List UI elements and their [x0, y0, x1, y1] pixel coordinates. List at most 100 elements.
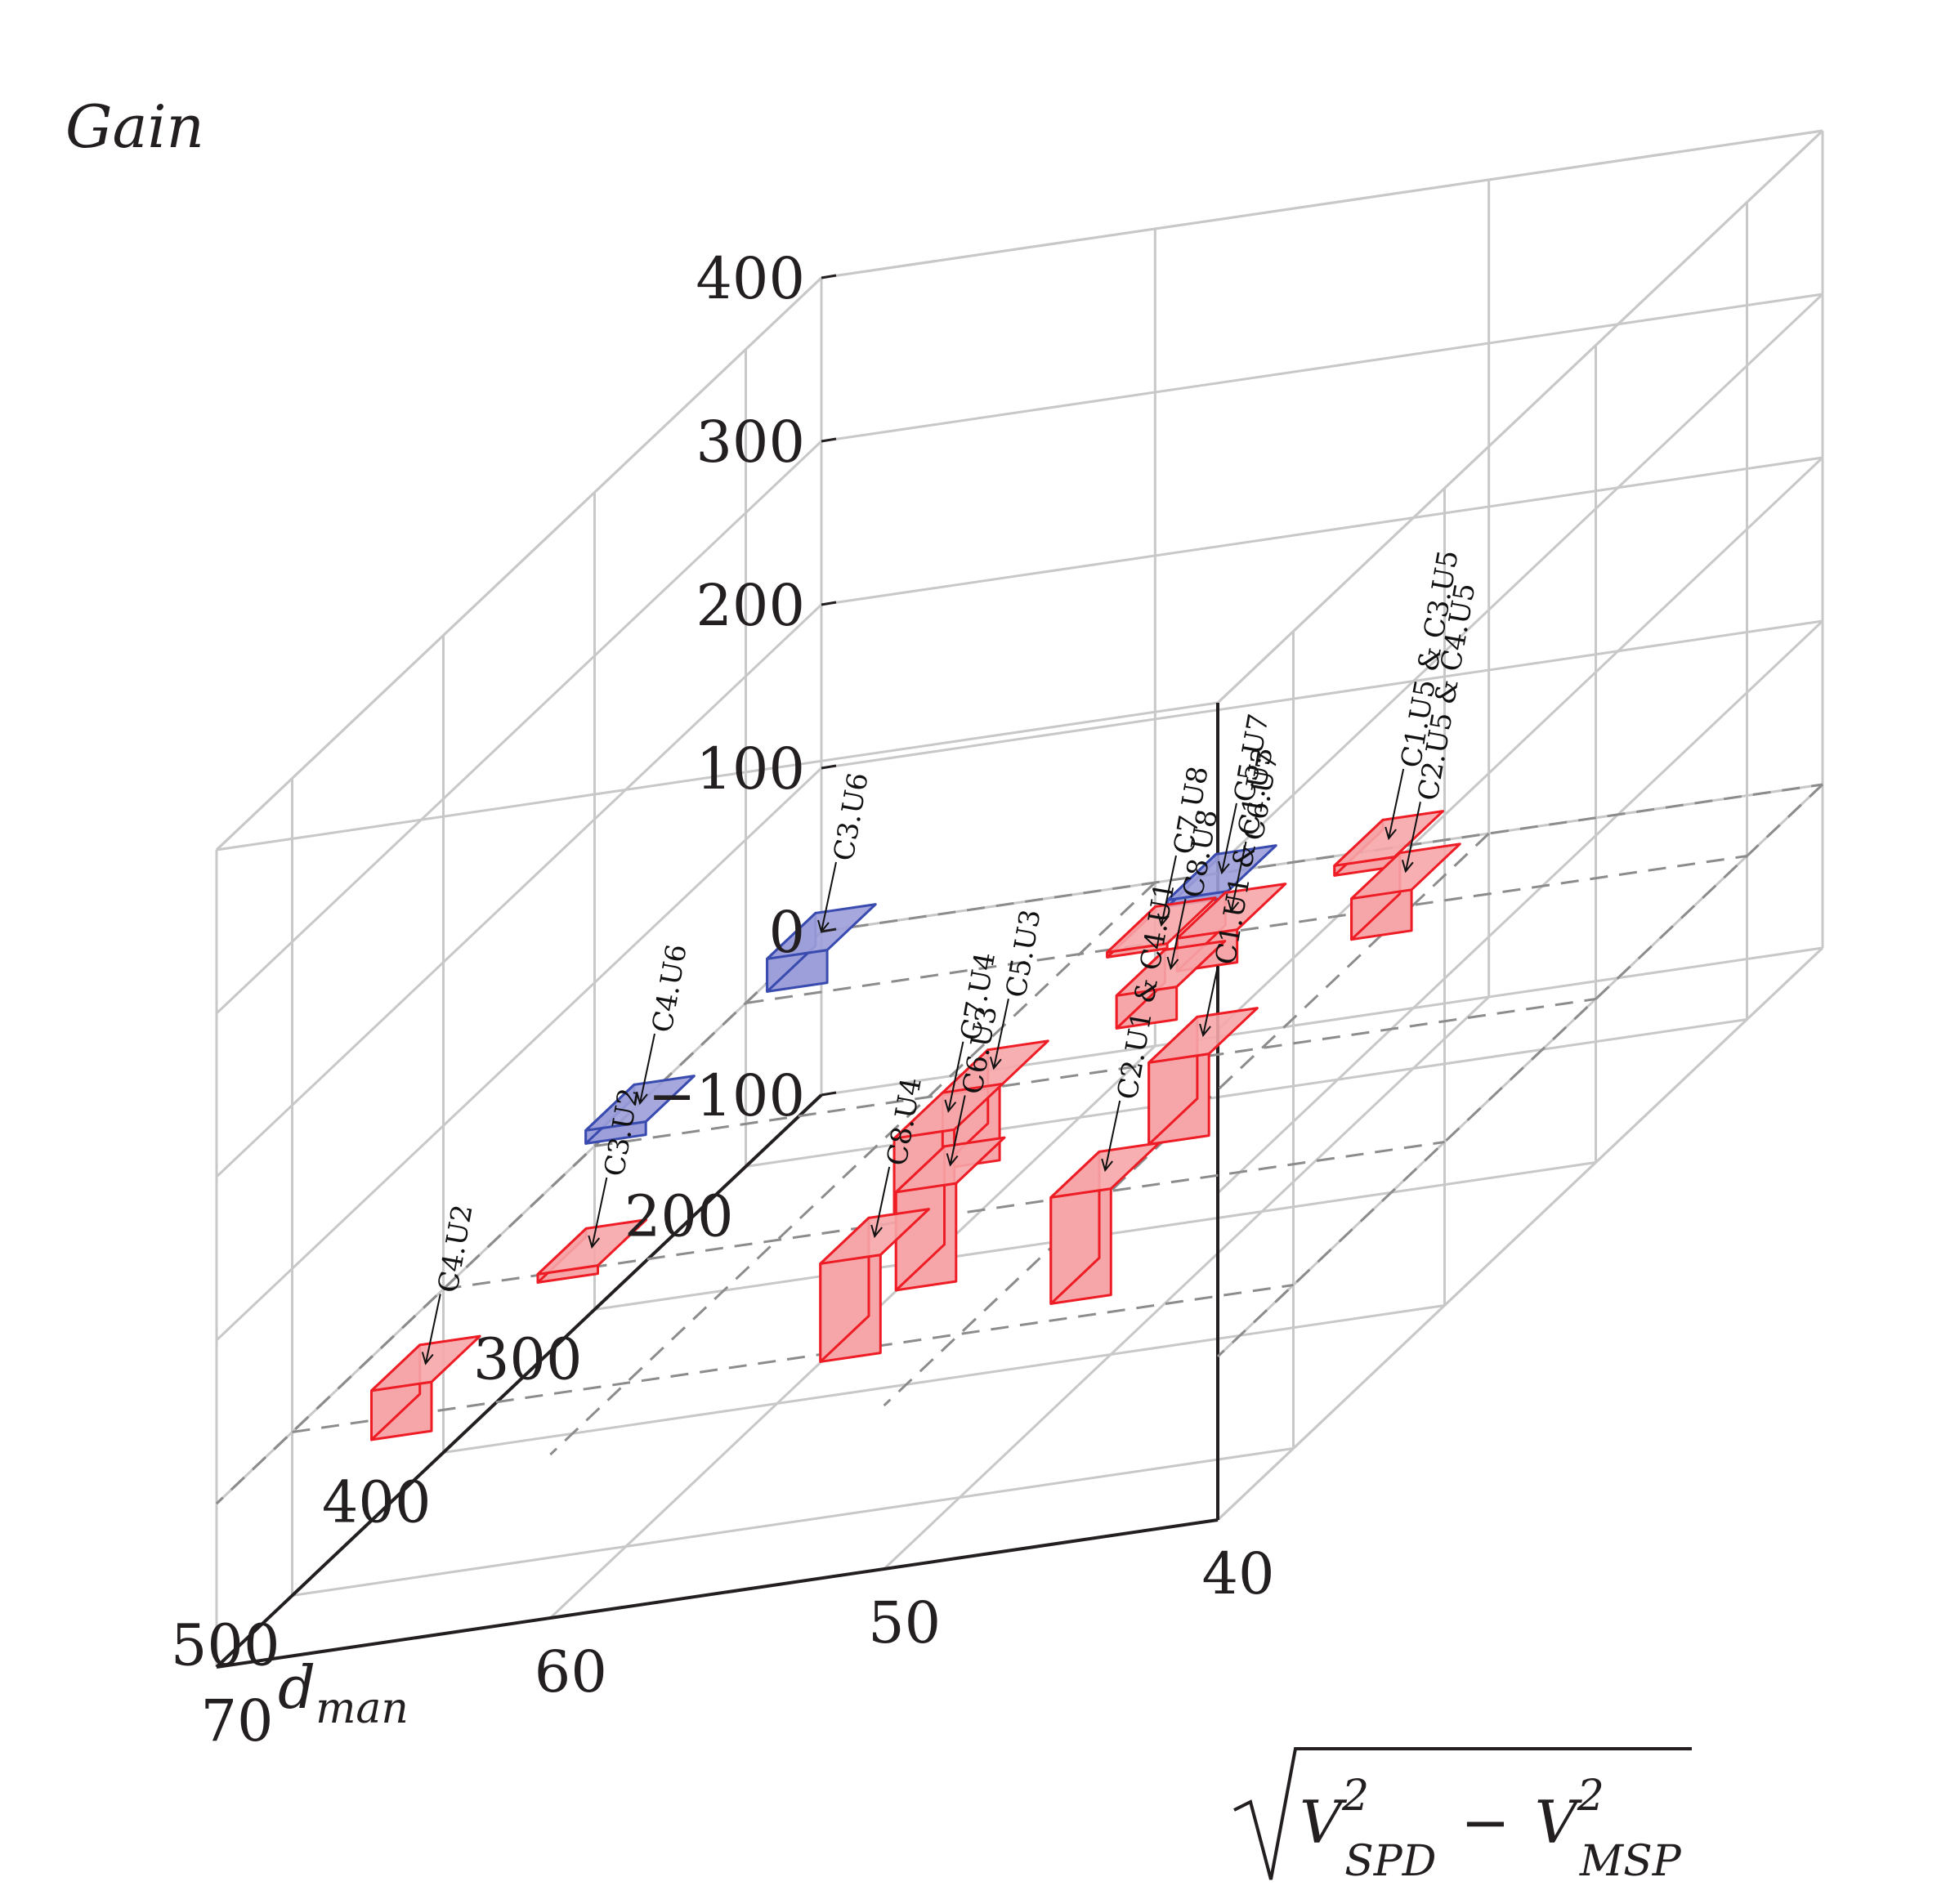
axis-lines [215, 703, 1219, 1669]
tick-labels: −100 0 100 200 300 400 200 300 400 500 70 60 50 40 [171, 245, 1275, 1754]
y-axis-line [215, 1093, 823, 1669]
label-leader [639, 1033, 655, 1104]
label-arrowhead [636, 1091, 648, 1106]
zero-plane-edge [215, 930, 823, 1505]
label-arrowhead [1401, 860, 1414, 874]
x-tick-label: 70 [200, 1687, 273, 1754]
z-tick-label: 0 [768, 899, 805, 966]
label-arrowhead [944, 1099, 957, 1113]
label-leader [1404, 802, 1421, 872]
side-wall-grid-z [1216, 946, 1824, 1522]
label-leader [1161, 855, 1177, 926]
label-arrowhead [870, 1224, 883, 1239]
label-arrowhead [946, 1153, 959, 1167]
bar-label: C3.U6 [827, 771, 875, 864]
bar-label: C4.U2 [432, 1202, 479, 1295]
guide-lines [215, 783, 1824, 1505]
label-arrowhead [588, 1235, 601, 1249]
bar-c6-u7: C6.U7 [1175, 750, 1287, 972]
label-leader [1221, 802, 1237, 874]
floor-grid-y [443, 1304, 1445, 1454]
box-edge [1216, 129, 1824, 704]
zero-plane-edge [821, 783, 1823, 933]
label-leader [1104, 1100, 1121, 1171]
side-wall-grid-z [1216, 293, 1824, 868]
label-arrowhead [1227, 899, 1240, 914]
label-arrowhead [1166, 956, 1179, 971]
label-arrowhead [1157, 913, 1170, 927]
bar-c8-u4: C8.U4 [819, 1075, 930, 1363]
y-axis-title-sub: man [315, 1684, 409, 1733]
x-axis-title-sub2: MSP [1579, 1837, 1682, 1886]
z-tick-mark [821, 274, 837, 279]
grid-lines [215, 129, 1824, 1669]
z-tick-mark [821, 437, 837, 443]
z-tick-label: −100 [648, 1062, 805, 1129]
zero-plane-line-x [549, 881, 1156, 1456]
label-leader [1230, 841, 1247, 912]
x-axis-title-sub1: SPD [1344, 1837, 1436, 1886]
x-tick-label: 60 [535, 1638, 607, 1705]
x-axis-title-minus: − [1461, 1788, 1510, 1857]
zero-plane-line-x [1216, 783, 1824, 1358]
floor-grid-x [883, 995, 1490, 1571]
label-leader [1202, 965, 1219, 1036]
label-leader [821, 861, 837, 932]
x-axis-title-sup2: 2 [1577, 1772, 1604, 1821]
label-leader [992, 999, 1009, 1069]
label-leader [424, 1294, 441, 1364]
bar-c3-u6: C3.U6 [766, 771, 877, 993]
back-wall-grid-z [821, 456, 1823, 606]
y-tick-label: 500 [171, 1612, 280, 1679]
bar-label: C4.U6 [646, 942, 693, 1035]
x-axis-title: V2 SPD− V2 MSP [1233, 1747, 1692, 1886]
label-arrowhead [989, 1057, 1002, 1070]
side-wall-grid-z [1216, 456, 1824, 1031]
label-leader [591, 1177, 608, 1248]
floor-grid-y [292, 1447, 1294, 1597]
box-edge [216, 701, 1219, 851]
x-tick-label: 50 [868, 1589, 941, 1656]
label-arrowhead [1199, 1023, 1211, 1038]
box-edge [821, 129, 1823, 279]
label-leader [947, 1041, 964, 1111]
label-leader [874, 1166, 891, 1237]
label-arrowhead [1218, 860, 1230, 875]
bar-c3-u2: C3.U2 [536, 1086, 648, 1284]
zero-plane-line-y [594, 998, 1596, 1147]
left-wall-grid-z [215, 603, 823, 1178]
box-edge [215, 276, 823, 851]
label-leader [1170, 898, 1187, 969]
zero-plane-line-y [745, 855, 1747, 1004]
x-axis-title-sup1: 2 [1341, 1772, 1369, 1821]
y-tick-label: 300 [473, 1326, 583, 1393]
x-axis-title-v1: V [1300, 1788, 1348, 1857]
z-tick-label: 100 [696, 735, 805, 802]
z-tick-label: 400 [696, 245, 805, 312]
side-wall-grid-z [1216, 619, 1824, 1195]
z-tick-mark [821, 764, 837, 770]
y-tick-label: 400 [322, 1469, 432, 1536]
bar-c4-u2: C4.U2 [370, 1202, 481, 1441]
z-tick-label: 300 [696, 409, 805, 476]
y-axis-title: dman [278, 1653, 409, 1733]
y-tick-label: 200 [624, 1183, 734, 1250]
back-wall-grid-z [821, 619, 1823, 770]
z-tick-label: 200 [696, 572, 805, 639]
z-axis-title: Gain [65, 92, 204, 161]
label-arrowhead [421, 1352, 434, 1365]
left-wall-grid-z [215, 440, 823, 1015]
z-tick-mark [821, 601, 837, 606]
label-leader [1388, 768, 1405, 839]
x-tick-label: 40 [1201, 1540, 1274, 1607]
left-wall-grid-z [215, 767, 823, 1342]
zero-plane-line-y [292, 1284, 1294, 1433]
label-arrowhead [1101, 1158, 1113, 1173]
x-axis-title-v2: V [1535, 1788, 1583, 1857]
bar-label: C5.U3 [1000, 907, 1047, 1000]
back-wall-grid-z [821, 293, 1823, 443]
x-axis-line [216, 1518, 1219, 1669]
